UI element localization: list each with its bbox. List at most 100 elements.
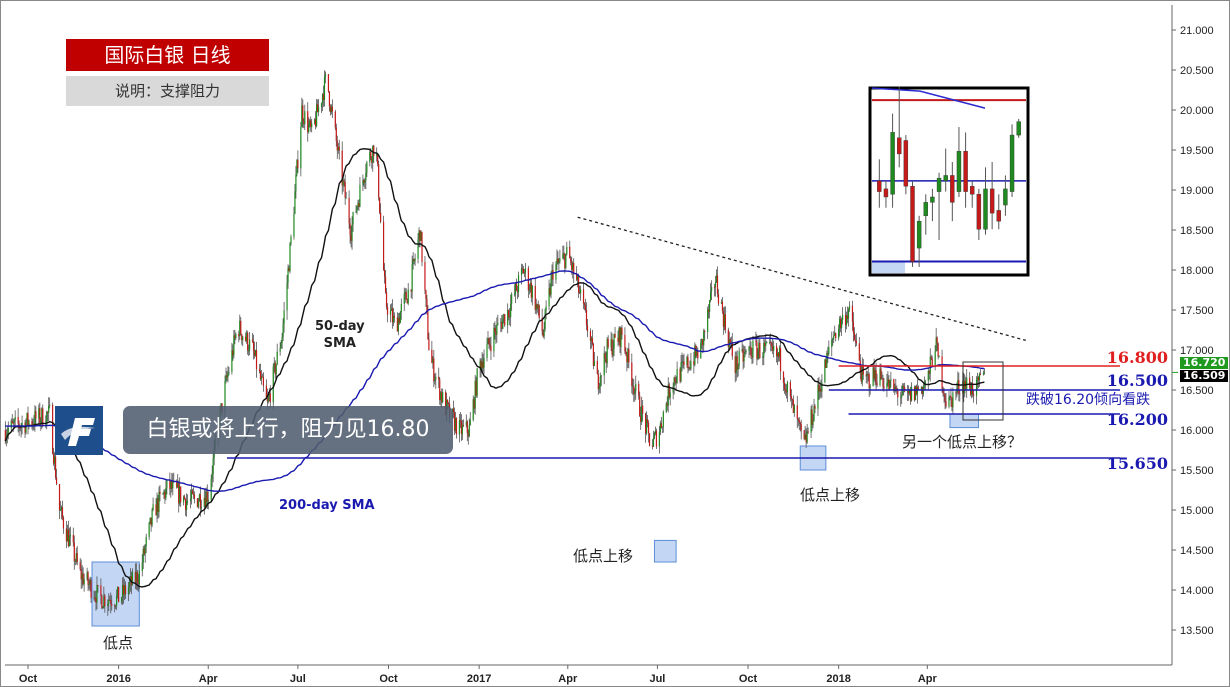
candle-body: [411, 264, 413, 292]
x-tick-label: Oct: [739, 673, 758, 685]
candle-body: [179, 486, 181, 504]
candle-body: [660, 423, 662, 428]
level-label-16200: 16.200: [1106, 410, 1168, 429]
candle-body: [495, 331, 497, 335]
candle-body: [111, 604, 113, 606]
low-highlight-box: [653, 539, 677, 563]
candle-body: [952, 392, 954, 408]
candle-body: [853, 333, 856, 341]
candle-body: [61, 507, 64, 518]
candle-body: [569, 246, 571, 259]
candle-body: [373, 145, 375, 157]
candle-body: [838, 328, 840, 339]
candle-body: [548, 288, 550, 307]
candle-body: [875, 370, 877, 383]
candle-body: [151, 509, 153, 526]
y-tick-label: 17.500: [1180, 305, 1214, 317]
candle-body: [889, 380, 891, 389]
candle-body: [500, 321, 502, 324]
candle-body: [372, 145, 374, 163]
candle-body: [152, 504, 154, 510]
candle-body: [765, 342, 767, 346]
candle-body: [233, 335, 235, 356]
candle-body: [515, 283, 518, 291]
x-tick-label: Jul: [290, 673, 306, 685]
inset-candle-body: [883, 188, 889, 198]
candle-body: [521, 268, 524, 270]
candle-body: [304, 111, 306, 125]
candle-body: [928, 370, 930, 374]
candle-body: [893, 379, 895, 391]
candle-body: [300, 127, 302, 169]
candle-body: [52, 404, 54, 454]
candle-body: [614, 333, 616, 338]
candle-body: [634, 391, 636, 395]
candle-body: [131, 571, 134, 585]
inset-candle-body: [950, 175, 955, 203]
candle-body: [439, 379, 441, 401]
candle-body: [232, 350, 234, 356]
candle-body: [975, 379, 978, 396]
inset-candle-body: [1003, 188, 1008, 206]
candle-body: [121, 584, 124, 598]
candle-body: [873, 367, 875, 379]
candle-body: [735, 356, 737, 374]
chart-subtitle: 说明：支撑阻力: [66, 76, 269, 106]
candle-body: [21, 422, 23, 426]
candle-body: [924, 380, 926, 386]
candle-body: [627, 348, 629, 363]
candle-body: [950, 395, 952, 398]
candle-body: [667, 384, 669, 406]
candle-body: [727, 329, 729, 348]
candle-body: [412, 259, 414, 265]
candle-body: [662, 411, 664, 427]
candle-body: [7, 427, 9, 434]
level-label-16800: 16.800: [1106, 348, 1168, 367]
candle-body: [652, 437, 655, 447]
candle-body: [524, 268, 527, 273]
candle-body: [235, 334, 237, 339]
inset-candle-body: [916, 220, 922, 249]
candle-body: [945, 401, 947, 407]
candle-body: [431, 349, 433, 363]
candle-body: [762, 356, 764, 358]
candle-body: [369, 151, 371, 163]
candle-body: [482, 361, 484, 368]
candle-body: [618, 327, 620, 342]
candle-body: [480, 360, 482, 370]
candle-body: [185, 499, 187, 510]
candle-body: [621, 327, 623, 335]
candle-body: [226, 375, 228, 378]
candle-body: [777, 352, 780, 358]
candle-body: [404, 291, 406, 294]
candle-body: [751, 356, 753, 358]
candle-body: [247, 332, 249, 351]
candle-body: [923, 385, 925, 387]
candle-body: [522, 268, 525, 274]
candle-body: [771, 342, 773, 347]
candle-body: [189, 498, 192, 501]
candle-body: [322, 94, 325, 100]
candle-body: [170, 480, 172, 489]
candle-body: [371, 158, 373, 163]
candle-body: [11, 420, 13, 423]
candle-body: [396, 317, 398, 332]
candle-body: [143, 548, 145, 555]
candle-body: [865, 374, 867, 377]
y-tick-label: 14.500: [1180, 545, 1214, 557]
candle-body: [736, 356, 738, 370]
candle-body: [566, 246, 568, 255]
y-tick-label: 16.500: [1180, 385, 1214, 397]
x-tick-label: Apr: [199, 673, 219, 685]
candle-body: [357, 203, 359, 207]
candle-body: [238, 334, 240, 337]
candle-body: [693, 361, 695, 365]
candle-body: [841, 320, 843, 328]
candle-body: [245, 336, 247, 341]
candle-body: [39, 408, 41, 424]
candle-body: [157, 498, 159, 512]
candle-body: [523, 272, 526, 274]
candle-body: [536, 303, 538, 309]
candle-body: [27, 413, 29, 426]
candle-body: [564, 253, 566, 268]
